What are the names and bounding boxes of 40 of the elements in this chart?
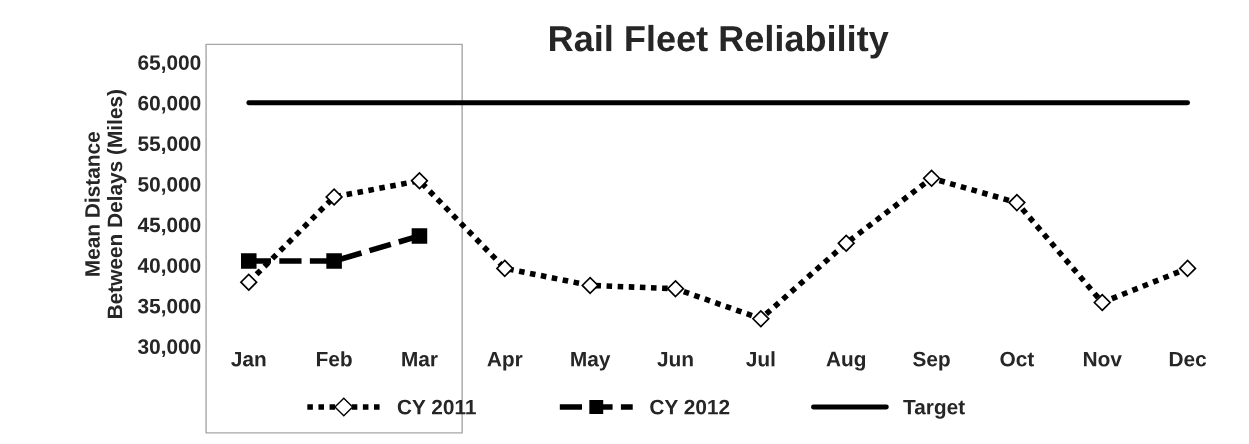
x-tick-label: Apr [487,351,523,371]
x-tick-label: Nov [1083,351,1122,367]
y-tick-label: 45,000 [137,217,201,236]
point [240,273,258,291]
y-axis-title: Mean Distance Between Delays (Miles) [84,90,127,319]
point [581,276,599,295]
point [1178,259,1197,278]
legend-label: Target [903,399,965,419]
point [240,253,257,269]
point [1093,293,1111,312]
x-tick-label: Feb [316,351,352,367]
x-tick-label: Mar [402,351,438,367]
y-tick-label: 40,000 [137,258,201,276]
point [922,169,941,187]
point [326,253,342,269]
point [666,279,685,298]
x-tick-label: Jan [231,351,266,367]
x-tick-label: May [571,351,611,371]
y-tick-label: 55,000 [138,136,201,155]
y-tick-label: 60,000 [138,95,201,114]
y-tick-label: 65,000 [138,55,201,73]
x-tick-label: Sep [913,351,950,371]
point [410,172,429,190]
point [837,234,855,252]
x-tick-label: Jul [746,351,775,367]
point [496,259,514,278]
point [411,228,428,244]
y-tick-label: 30,000 [137,339,201,358]
point [752,310,770,328]
x-tick-label: Aug [826,351,866,371]
y-tick-label: 35,000 [137,298,201,317]
legend-label: CY 2011 [397,399,476,415]
legend-label: CY 2012 [650,399,730,415]
point [1008,193,1026,212]
x-tick-label: Jun [657,351,693,367]
x-tick-label: Oct [1000,351,1035,367]
point [325,188,343,206]
chart-title: Rail Fleet Reliability [550,24,889,59]
y-tick-label: 50,000 [138,176,201,195]
x-tick-label: Dec [1169,351,1207,367]
